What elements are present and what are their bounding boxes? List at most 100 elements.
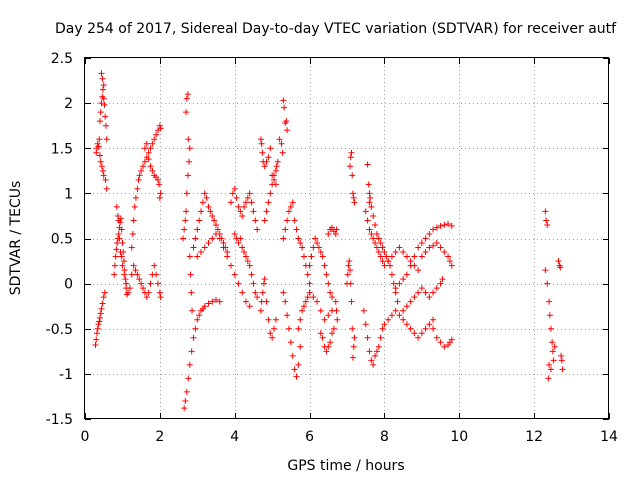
- data-point-marker: [284, 217, 291, 224]
- data-point-marker: [209, 235, 216, 242]
- data-point-marker: [157, 294, 164, 301]
- data-point-marker: [267, 190, 274, 197]
- data-point-marker: [400, 276, 407, 283]
- data-point-marker: [196, 217, 203, 224]
- data-point-marker: [364, 161, 371, 168]
- data-point-marker: [207, 208, 214, 215]
- data-point-marker: [325, 280, 332, 287]
- data-point-marker: [310, 244, 317, 251]
- data-point-marker: [379, 258, 386, 265]
- data-point-marker: [147, 163, 154, 170]
- grid-lines: [85, 58, 609, 419]
- data-point-marker: [543, 217, 550, 224]
- data-point-marker: [375, 249, 382, 256]
- data-point-marker: [257, 307, 264, 314]
- x-tick-label: 8: [380, 429, 389, 445]
- data-point-marker: [350, 194, 357, 201]
- data-point-marker: [381, 262, 388, 269]
- data-point-marker: [132, 194, 139, 201]
- data-point-marker: [186, 253, 193, 260]
- data-point-marker: [407, 325, 414, 332]
- data-point-marker: [295, 235, 302, 242]
- data-point-marker: [558, 352, 565, 359]
- data-point-marker: [422, 235, 429, 242]
- data-point-marker: [390, 280, 397, 287]
- data-point-marker: [547, 325, 554, 332]
- data-point-marker: [345, 262, 352, 269]
- data-point-marker: [271, 325, 278, 332]
- data-point-marker: [114, 212, 121, 219]
- data-point-marker: [186, 145, 193, 152]
- data-point-marker: [439, 276, 446, 283]
- data-point-marker: [426, 244, 433, 251]
- data-point-marker: [145, 149, 152, 156]
- data-point-marker: [220, 244, 227, 251]
- series-arc-d3: [190, 190, 231, 256]
- axis-ticks: [85, 58, 610, 420]
- data-point-marker: [400, 316, 407, 323]
- data-point-marker: [96, 152, 103, 159]
- data-point-marker: [115, 217, 122, 224]
- data-point-marker: [411, 330, 418, 337]
- data-point-marker: [244, 258, 251, 265]
- data-point-marker: [360, 307, 367, 314]
- data-point-marker: [130, 217, 137, 224]
- data-point-marker: [372, 240, 379, 247]
- data-point-marker: [95, 143, 102, 150]
- data-point-marker: [388, 271, 395, 278]
- data-point-marker: [280, 289, 287, 296]
- data-point-marker: [278, 140, 285, 147]
- data-point-marker: [216, 235, 223, 242]
- data-point-marker: [426, 230, 433, 237]
- data-point-marker: [209, 212, 216, 219]
- y-tick-label: -0.5: [46, 322, 73, 338]
- data-point-marker: [143, 140, 150, 147]
- data-point-marker: [185, 136, 192, 143]
- data-point-marker: [542, 267, 549, 274]
- data-point-marker: [282, 298, 289, 305]
- data-point-marker: [111, 262, 118, 269]
- data-point-marker: [308, 253, 315, 260]
- data-point-marker: [192, 325, 199, 332]
- data-point-marker: [300, 253, 307, 260]
- series-arc-h1: [306, 235, 336, 301]
- data-point-marker: [153, 271, 160, 278]
- data-point-marker: [265, 154, 272, 161]
- data-point-marker: [201, 190, 208, 197]
- data-point-marker: [113, 203, 120, 210]
- series-arc-d1: [181, 296, 223, 412]
- data-point-marker: [437, 244, 444, 251]
- data-point-marker: [97, 109, 104, 116]
- data-point-marker: [415, 244, 422, 251]
- data-point-marker: [349, 172, 356, 179]
- series-arc-g3: [280, 199, 313, 287]
- data-point-marker: [283, 118, 290, 125]
- data-point-marker: [403, 253, 410, 260]
- data-point-marker: [394, 298, 401, 305]
- y-tick-label: 2: [64, 96, 73, 112]
- data-point-marker: [415, 289, 422, 296]
- data-point-marker: [194, 253, 201, 260]
- data-point-marker: [373, 230, 380, 237]
- data-point-marker: [304, 271, 311, 278]
- data-point-marker: [422, 249, 429, 256]
- data-point-marker: [242, 199, 249, 206]
- data-point-marker: [201, 303, 208, 310]
- data-point-marker: [317, 307, 324, 314]
- data-point-marker: [183, 95, 190, 102]
- data-point-marker: [246, 303, 253, 310]
- data-point-marker: [151, 136, 158, 143]
- data-point-marker: [242, 298, 249, 305]
- data-point-marker: [258, 140, 265, 147]
- data-point-marker: [430, 325, 437, 332]
- data-point-marker: [433, 334, 440, 341]
- data-point-marker: [227, 262, 234, 269]
- y-tick-label: -1: [59, 367, 73, 383]
- data-point-marker: [97, 310, 104, 317]
- y-tick-label: 0: [64, 277, 73, 293]
- data-point-marker: [187, 271, 194, 278]
- data-point-marker: [299, 307, 306, 314]
- data-point-marker: [259, 149, 266, 156]
- data-point-marker: [260, 280, 267, 287]
- data-point-marker: [119, 240, 126, 247]
